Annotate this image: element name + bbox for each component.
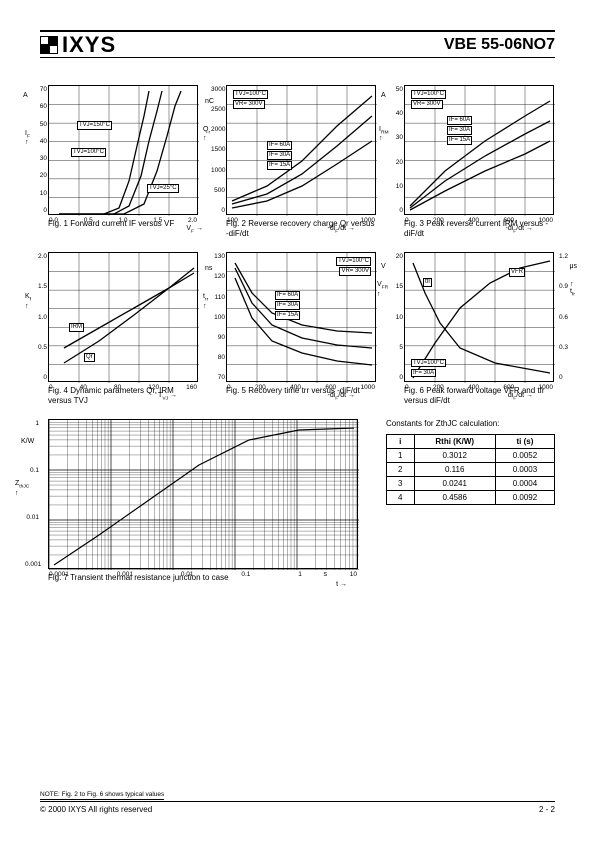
figure-4: 2.01.51.00.50 04080120160 Kf↑ TVJ → IRM … <box>48 252 198 405</box>
fig3-yticks: 50403020100 <box>389 86 403 214</box>
fig2-xlabel: -diF/dt → <box>327 225 355 234</box>
fig3-cond2: VR= 300V <box>411 100 443 109</box>
fig6-c1: TVJ=100°C <box>411 359 446 368</box>
fig1-ylabel: IF↑ <box>25 130 30 146</box>
fig7-svg <box>49 420 359 570</box>
fig3-a3: IF= 15A <box>447 136 472 145</box>
table-row: 10.30120.0052 <box>387 449 555 463</box>
header-bar: IXYS VBE 55-06NO7 <box>40 30 555 58</box>
constants-table: iRthi (K/W)ti (s) 10.30120.005220.1160.0… <box>386 434 555 505</box>
fig7-ylabel: ZthJC↑ <box>15 480 29 496</box>
table-row: 20.1160.0003 <box>387 463 555 477</box>
logo-icon <box>40 36 58 54</box>
fig5-yticks: 130120110100908070 <box>211 253 225 381</box>
fig5-a3: IF= 15A <box>275 311 300 320</box>
fig4-svg <box>49 253 199 383</box>
fig2-a2: IF= 30A <box>267 151 292 160</box>
fig2-cond2: VR= 300V <box>233 100 265 109</box>
charts-grid: 706050403020100 0.00.51.01.52.0 A IF↑ VF… <box>48 85 555 597</box>
logo: IXYS <box>40 32 116 58</box>
fig1-ann2: TVJ=100°C <box>71 148 106 157</box>
fig1-ann3: TVJ=25°C <box>147 184 179 193</box>
fig6-yticks: 20151050 <box>389 253 403 381</box>
footnote: NOTE: Fig. 2 to Fig. 6 shows typical val… <box>40 791 164 800</box>
fig6-a1: tfr <box>423 278 432 287</box>
constants-header-row: iRthi (K/W)ti (s) <box>387 435 555 449</box>
table-row: 30.02410.0004 <box>387 477 555 491</box>
fig4-a2: Qr <box>84 353 95 362</box>
figure-5: 130120110100908070 02004006001000 ns trr… <box>226 252 376 405</box>
fig2-cond1: TVJ=100°C <box>233 90 268 99</box>
figure-7: 10.10.010.001 0.00010.0010.010.1110 K/W … <box>48 419 358 583</box>
fig6-yul: V <box>381 263 386 270</box>
fig1-xlabel: VF → <box>186 225 203 234</box>
fig5-cond1: TVJ=100°C <box>336 257 371 266</box>
figure-6: 20151050 1.20.90.60.30 02004006001000 V … <box>404 252 554 405</box>
fig6-xlabel: diF/dt → <box>508 392 533 401</box>
fig2-xticks: 1001000 <box>227 217 375 224</box>
fig1-ann1: TVJ=150°C <box>77 121 112 130</box>
figure-3: 50403020100 02004006001000 A IRM↑ -diF/d… <box>404 85 554 238</box>
fig3-cond1: TVJ=100°C <box>411 90 446 99</box>
fig5-xlabel: -diF/dt → <box>327 392 355 401</box>
part-number: VBE 55-06NO7 <box>444 36 555 54</box>
fig4-a1: IRM <box>69 323 84 332</box>
fig5-a2: IF= 30A <box>275 301 300 310</box>
table-row: 40.45860.0092 <box>387 491 555 505</box>
fig7-yunit: K/W <box>21 438 34 445</box>
figure-2: 300025002000150010005000 1001000 nC Qr↑ … <box>226 85 376 238</box>
fig4-yticks: 2.01.51.00.50 <box>33 253 47 381</box>
fig4-xlabel: TVJ → <box>158 392 177 401</box>
fig2-a1: IF= 60A <box>267 141 292 150</box>
fig1-xticks: 0.00.51.01.52.0 <box>49 217 197 224</box>
fig6-yur: μs <box>569 263 577 270</box>
fig3-xlabel: -diF/dt → <box>505 225 533 234</box>
fig5-a1: IF= 60A <box>275 291 300 300</box>
figure-1: 706050403020100 0.00.51.01.52.0 A IF↑ VF… <box>48 85 198 238</box>
fig4-xticks: 04080120160 <box>49 384 197 391</box>
fig6-a2: VFR <box>509 268 525 277</box>
fig2-ylabel: Qr↑ <box>203 126 210 142</box>
fig5-yunit: ns <box>205 265 212 272</box>
fig3-yunit: A <box>381 92 386 99</box>
fig6-c2: IF= 30A <box>411 369 436 378</box>
copyright: © 2000 IXYS All rights reserved <box>40 805 152 814</box>
page-number: 2 - 2 <box>539 805 555 814</box>
fig3-xticks: 02004006001000 <box>405 217 553 224</box>
fig5-ylabel: trr↑ <box>203 293 208 309</box>
logo-text: IXYS <box>62 32 116 58</box>
fig3-ylabel: IRM↑ <box>379 126 389 142</box>
fig6-xticks: 02004006001000 <box>405 384 553 391</box>
fig6-yr: ↑tfr <box>570 281 575 297</box>
fig7-xlabel: t → <box>336 581 347 588</box>
fig3-a1: IF= 60A <box>447 116 472 125</box>
fig7-xticks: 0.00010.0010.010.1110 <box>49 571 357 578</box>
fig5-cond2: VR= 300V <box>339 267 371 276</box>
fig7-xunit: s <box>324 571 328 578</box>
fig3-a2: IF= 30A <box>447 126 472 135</box>
constants-block: Constants for ZthJC calculation: iRthi (… <box>386 419 555 505</box>
fig1-yticks: 706050403020100 <box>33 86 47 214</box>
fig2-a3: IF= 15A <box>267 161 292 170</box>
fig2-yunit: nC <box>205 98 214 105</box>
fig4-ylabel: Kf↑ <box>25 293 31 309</box>
fig5-xticks: 02004006001000 <box>227 384 375 391</box>
fig6-yticks-right: 1.20.90.60.30 <box>559 253 573 381</box>
footer: © 2000 IXYS All rights reserved 2 - 2 <box>40 801 555 814</box>
fig1-yunit: A <box>23 92 28 99</box>
constants-title: Constants for ZthJC calculation: <box>386 419 555 428</box>
constants-body: 10.30120.005220.1160.000330.02410.000440… <box>387 449 555 505</box>
fig2-yticks: 300025002000150010005000 <box>211 86 225 214</box>
fig6-yl: VFR↑ <box>377 281 388 297</box>
